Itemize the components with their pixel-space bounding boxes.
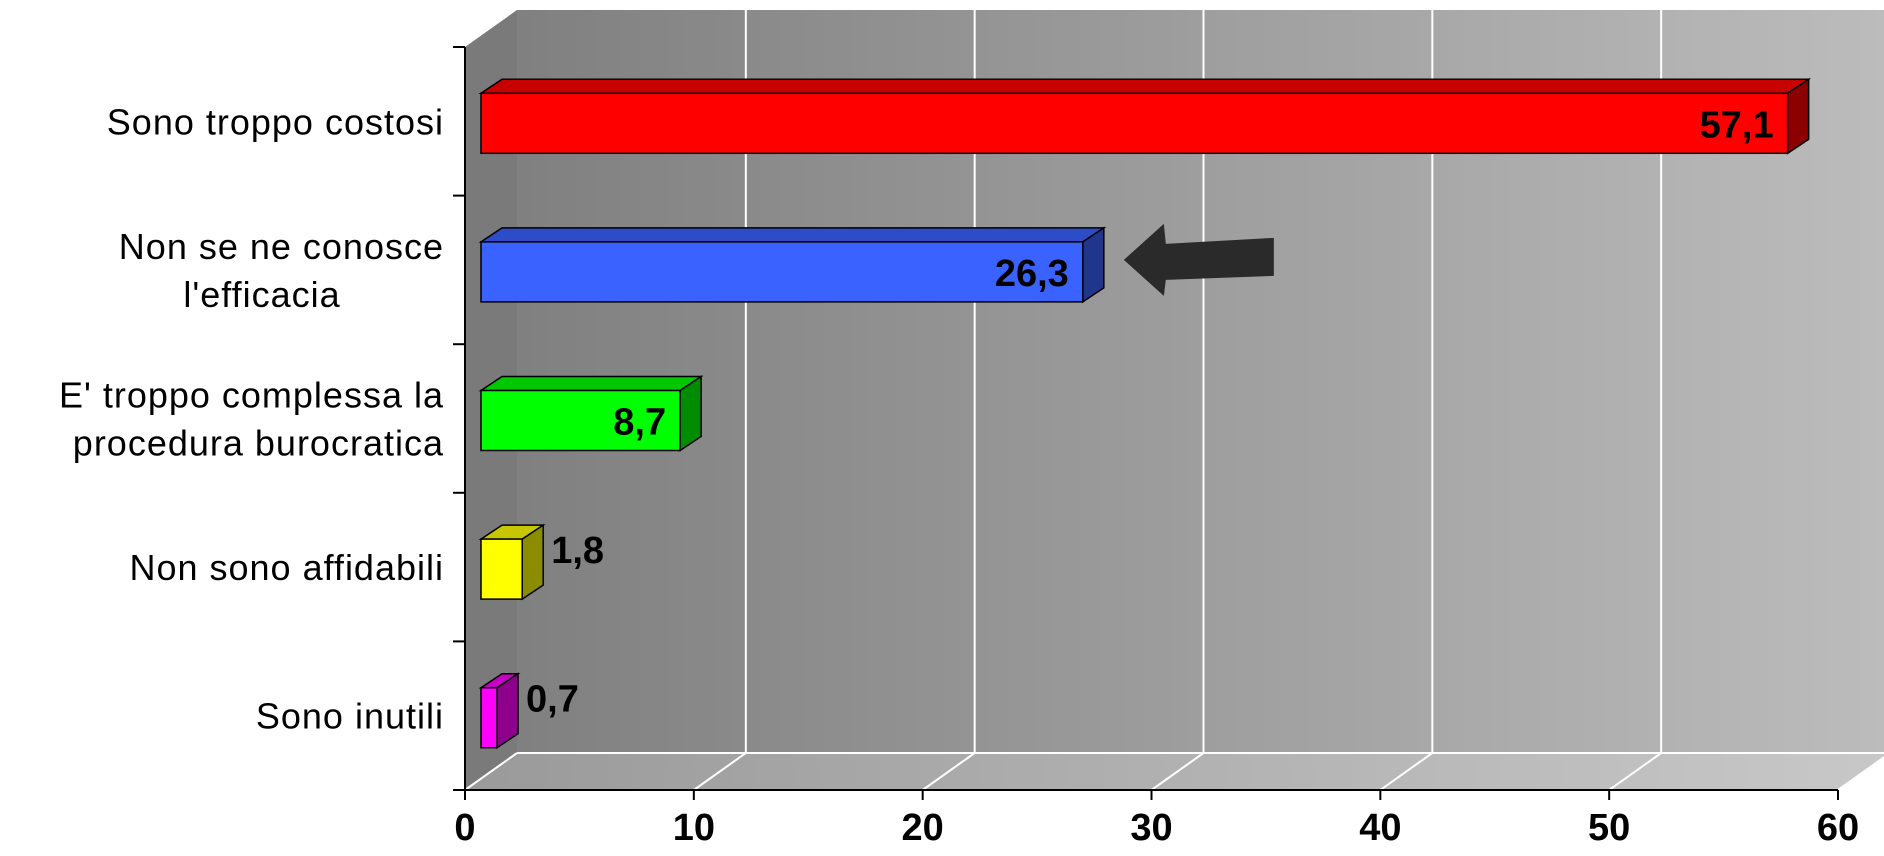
tick-label: 20 — [902, 807, 944, 849]
category-labels: Sono troppo costosi Non se ne conosce l'ef… — [59, 101, 444, 737]
tick-label: 40 — [1359, 807, 1401, 849]
bar-top — [478, 227, 1107, 243]
bar — [478, 226, 1107, 304]
category-label: procedura burocratica — [73, 423, 444, 464]
bar-front — [480, 92, 1789, 155]
annotation — [1123, 223, 1274, 296]
tick-labels: 0 10 20 30 40 50 60 — [454, 807, 1859, 849]
floor-gridline — [1150, 752, 1205, 791]
data-label: 26,3 — [995, 253, 1069, 295]
category-label: Non se ne conosce — [119, 226, 444, 267]
tick-label: 60 — [1817, 807, 1859, 849]
bar-front — [480, 538, 523, 600]
floor-gridline — [693, 752, 747, 791]
category-label: Non sono affidabili — [129, 547, 444, 588]
category-label: l'efficacia — [183, 274, 340, 315]
bar-side — [679, 375, 702, 452]
tick-label: 10 — [673, 807, 715, 849]
axes — [453, 46, 1839, 800]
bar-front — [480, 389, 681, 452]
floor-gridline — [464, 752, 518, 791]
data-label: 1,8 — [551, 530, 604, 572]
category-label: Sono troppo costosi — [107, 101, 444, 142]
bar-side — [1786, 77, 1810, 155]
bar-top — [478, 78, 1812, 95]
category-label: Sono inutili — [256, 696, 444, 737]
bar — [478, 375, 704, 452]
data-label: 0,7 — [526, 679, 579, 721]
bar-side — [521, 523, 544, 601]
data-label: 57,1 — [1700, 104, 1774, 146]
bar-side — [1082, 226, 1105, 304]
tick-label: 50 — [1588, 807, 1630, 849]
bar-front — [480, 686, 498, 749]
floor-gridline — [922, 752, 976, 791]
value-labels: 57,1 26,3 8,7 1,8 0,7 — [526, 104, 1774, 720]
bars — [478, 77, 1812, 750]
bar — [478, 672, 521, 750]
bar-front — [480, 241, 1084, 303]
bar — [478, 77, 1812, 155]
floor — [465, 753, 1884, 790]
floor-gridline — [1379, 752, 1433, 791]
bar-side — [496, 672, 519, 750]
tick-label: 30 — [1130, 807, 1172, 849]
bar-top — [478, 375, 704, 392]
bar — [478, 523, 546, 601]
category-label: E' troppo complessa la — [59, 375, 444, 416]
floor-gridline — [1608, 752, 1662, 791]
arrow-icon — [1123, 223, 1274, 296]
floor-gridline — [1837, 756, 1884, 791]
tick-label: 0 — [454, 807, 475, 849]
data-label: 8,7 — [613, 402, 666, 444]
